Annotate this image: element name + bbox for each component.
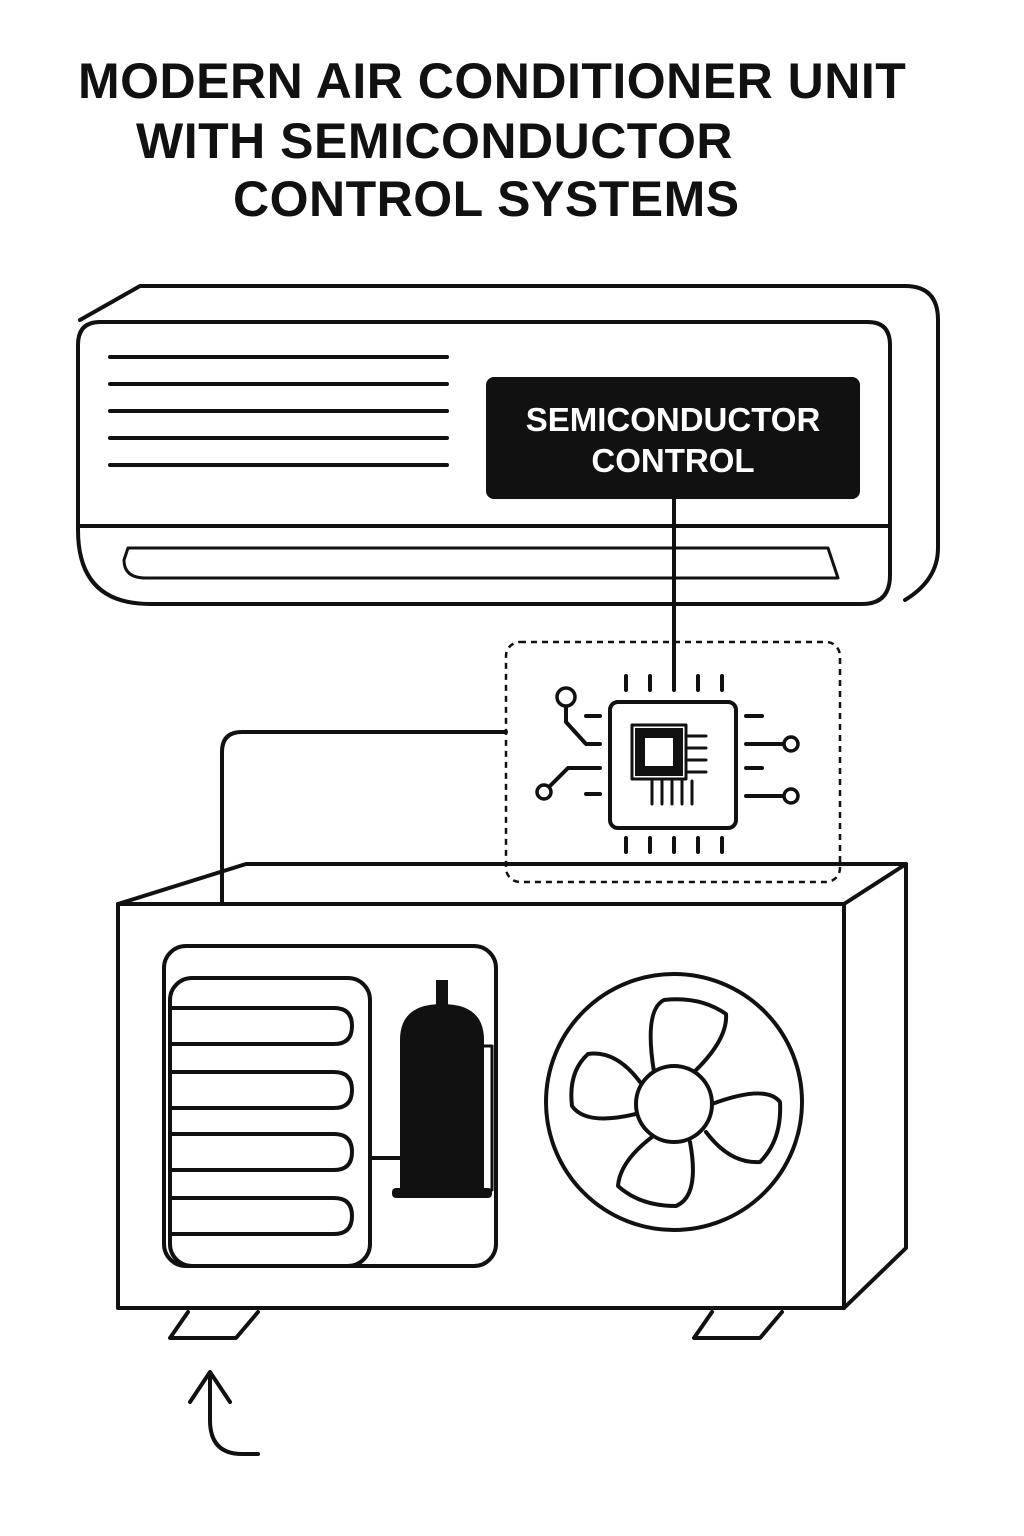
- vent-lines: [108, 355, 449, 467]
- coil-frame: [168, 976, 372, 1268]
- outdoor-unit-front: [116, 902, 846, 1310]
- title-line-1: MODERN AIR CONDITIONER UNIT: [78, 53, 907, 109]
- fan-icon: [544, 972, 804, 1232]
- dashed-chip-boundary: [504, 640, 842, 884]
- outdoor-unit-top-edge: [842, 862, 908, 906]
- fan-guard: [544, 972, 804, 1232]
- indoor-unit-body: [76, 320, 892, 606]
- label-line-1: SEMICONDUCTOR: [526, 401, 821, 438]
- foot-right: [692, 1310, 784, 1340]
- control-wire: [220, 730, 508, 904]
- fan-hub: [634, 1064, 714, 1144]
- outdoor-unit: [116, 730, 908, 1340]
- outdoor-unit-top-side: [116, 862, 908, 1310]
- title-line-2: WITH SEMICONDUCTOR: [136, 113, 733, 169]
- fan-blades: [569, 997, 783, 1208]
- semiconductor-control-label: SEMICONDUCTOR CONTROL: [486, 377, 860, 499]
- title-line-3: CONTROL SYSTEMS: [233, 171, 740, 227]
- curved-arrow-icon: [188, 1370, 260, 1456]
- microchip-icon: [535, 674, 800, 854]
- indoor-unit: SEMICONDUCTOR CONTROL: [76, 284, 940, 692]
- indoor-unit-back-outline: [78, 284, 940, 602]
- label-line-2: CONTROL: [591, 442, 754, 479]
- compressor-icon: [392, 980, 494, 1198]
- chip-core: [635, 728, 683, 776]
- microchip-module: [504, 640, 842, 884]
- chip-outer: [608, 700, 738, 830]
- chip-inner-outline: [630, 723, 688, 781]
- condenser-coil-icon: [168, 976, 372, 1268]
- air-outlet-slot: [122, 546, 840, 580]
- label-background: [486, 377, 860, 499]
- foot-left: [168, 1310, 260, 1340]
